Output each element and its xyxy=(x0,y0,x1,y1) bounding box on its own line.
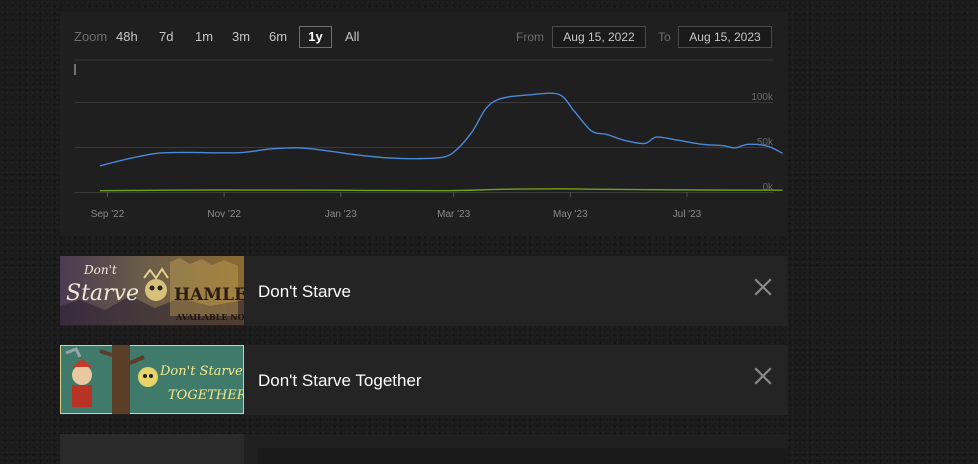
zoom-3m-button[interactable]: 3m xyxy=(232,29,251,44)
dont-starve-together-thumbnail: Don't Starve TOGETHER xyxy=(60,345,244,414)
game-name[interactable]: Don't Starve xyxy=(258,282,352,301)
x-tick-label: Nov '22 xyxy=(207,209,241,220)
x-tick-label: May '23 xyxy=(553,209,588,220)
x-tick-label: Mar '23 xyxy=(437,209,470,220)
to-label: To xyxy=(658,30,671,44)
thumb-title-line2: TOGETHER xyxy=(168,388,244,403)
game-row-dont-starve-together[interactable]: Don't Starve TOGETHER Don't Starve Toget… xyxy=(60,345,788,415)
thumb-title-line1: Don't xyxy=(83,263,117,277)
x-tick-label: Jan '23 xyxy=(325,209,357,220)
zoom-all-button[interactable]: All xyxy=(345,29,360,44)
dont-starve-hamlet-thumbnail: Don't Starve HAMLET AVAILABLE NOW xyxy=(60,256,244,325)
zoom-1y-button[interactable]: 1y xyxy=(299,26,332,48)
thumb-title-line2: Starve xyxy=(66,281,139,306)
from-label: From xyxy=(516,30,544,44)
player-count-chart[interactable]: 0k 50k 100k Sep '22 Nov '22 Jan '23 Mar '23 Ma… xyxy=(60,12,788,236)
thumb-title-hamlet: HAMLET xyxy=(174,285,244,305)
y-tick-label: 0k xyxy=(762,182,774,193)
y-tick-label: 50k xyxy=(757,137,774,148)
game-row-dont-starve[interactable]: Don't Starve HAMLET AVAILABLE NOW Don't … xyxy=(60,256,788,326)
close-icon[interactable] xyxy=(754,367,772,385)
from-date-input[interactable] xyxy=(552,26,646,48)
x-tick-label: Sep '22 xyxy=(91,209,125,220)
partial-thumbnail xyxy=(60,434,244,464)
partial-row-bar xyxy=(258,448,788,464)
game-row-partial xyxy=(60,434,788,464)
x-tick-label: Jul '23 xyxy=(673,209,702,220)
series-line-2 xyxy=(99,188,783,192)
zoom-7d-button[interactable]: 7d xyxy=(159,29,174,44)
thumb-title-line1: Don't Starve xyxy=(159,364,243,379)
zoom-48h-button[interactable]: 48h xyxy=(116,29,138,44)
series-line-1 xyxy=(99,92,783,167)
game-name[interactable]: Don't Starve Together xyxy=(258,371,422,390)
zoom-label: Zoom xyxy=(74,29,108,44)
chart-panel: Zoom 48h 7d 1m 3m 6m 1y All From To 0k 50… xyxy=(60,12,788,236)
to-date-input[interactable] xyxy=(678,26,772,48)
zoom-6m-button[interactable]: 6m xyxy=(269,29,288,44)
zoom-1m-button[interactable]: 1m xyxy=(195,29,214,44)
close-icon[interactable] xyxy=(754,278,772,296)
y-tick-label: 100k xyxy=(751,92,774,103)
thumb-availability: AVAILABLE NOW xyxy=(175,312,244,322)
